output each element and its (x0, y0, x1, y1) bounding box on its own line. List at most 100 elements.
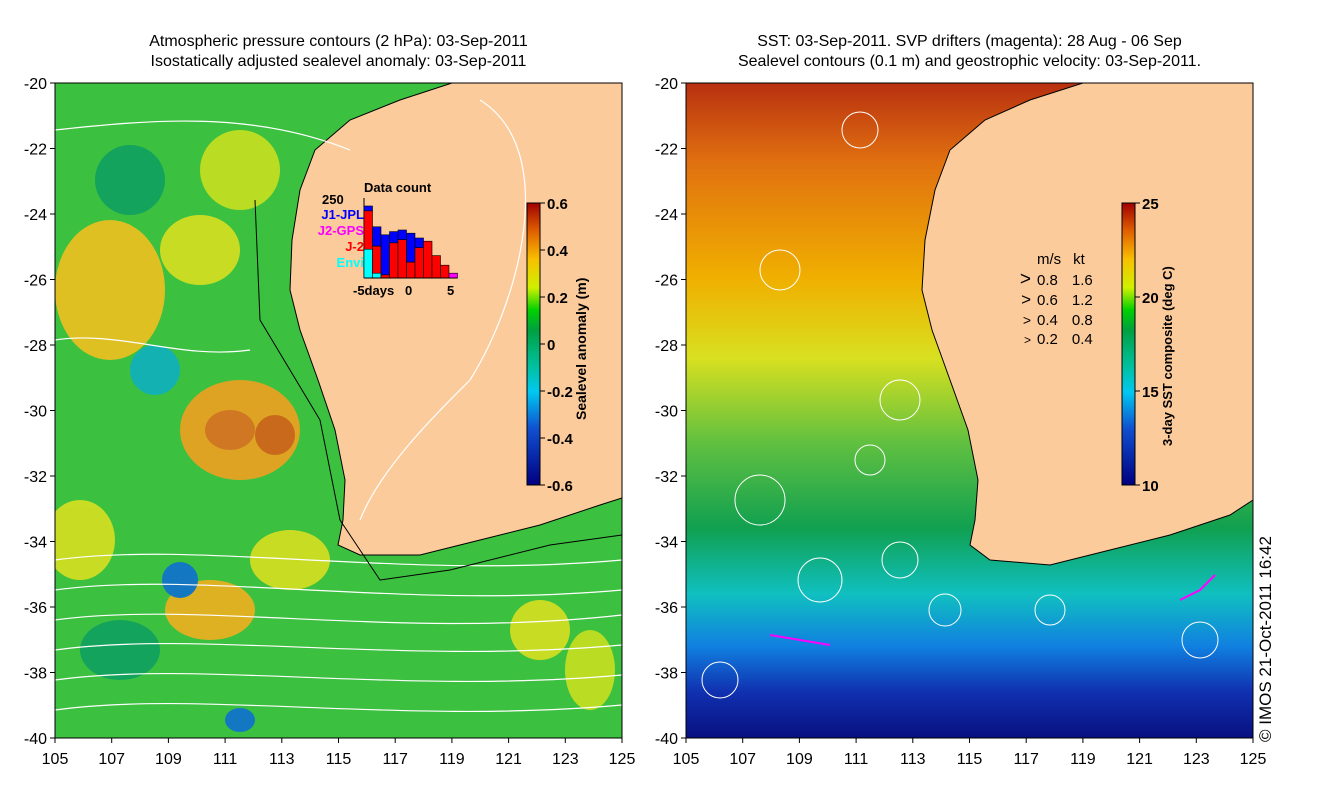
lat-tick-label: -26 (655, 273, 678, 290)
lat-tick-label: -20 (655, 76, 678, 93)
legend-j-2: J-2 (345, 239, 364, 254)
lat-tick-label: -22 (24, 142, 47, 159)
lat-tick-label: -34 (24, 535, 47, 552)
histogram-bar-j-2 (423, 240, 433, 279)
lat-tick-label: -36 (24, 600, 47, 617)
lat-tick-label: -30 (24, 404, 47, 421)
speed-ms: 0.6 (1037, 292, 1058, 309)
lat-tick-label: -22 (655, 142, 678, 159)
histogram-bar-j1-jpl (406, 232, 416, 263)
histogram-bar-j1-jpl (372, 226, 382, 247)
colorbar-tick-label: -0.6 (547, 478, 573, 495)
pressure-contours (55, 99, 622, 713)
right-title: SST: 03-Sep-2011. SVP drifters (magenta)… (686, 32, 1253, 72)
lon-tick-label: 119 (1070, 751, 1096, 768)
lat-tick-label: -24 (24, 207, 47, 224)
lon-tick-label: 125 (609, 751, 636, 768)
speed-kt: 0.8 (1071, 311, 1093, 329)
data-count-xlabel-start: -5days (353, 283, 395, 298)
lon-tick-label: 105 (673, 751, 700, 768)
histogram-bar-j-2 (431, 255, 441, 279)
colorbar-tick-label: 20 (1142, 290, 1159, 307)
lat-tick-label: -40 (24, 731, 47, 748)
lat-tick-label: -38 (655, 666, 678, 683)
lon-tick-label: 113 (269, 751, 295, 768)
lat-tick-label: -40 (655, 731, 678, 748)
lon-tick-label: 121 (1126, 751, 1153, 768)
lon-tick-label: 113 (900, 751, 926, 768)
histogram-bar-j-2 (440, 264, 450, 279)
credit: © IMOS 21-Oct-2011 16:42 (1256, 536, 1275, 742)
histogram-bar-envi (363, 248, 373, 279)
lon-tick-label: 105 (42, 751, 69, 768)
velocity-unit-ms: m/s (1037, 251, 1062, 268)
lon-tick-label: 109 (155, 751, 182, 768)
left-title-line1: Atmospheric pressure contours (2 hPa): 0… (149, 33, 528, 50)
speed-ms: 0.4 (1037, 311, 1058, 329)
lon-tick-label: 107 (98, 751, 125, 768)
colorbar-tick-label: -0.4 (547, 431, 574, 448)
lat-tick-label: -38 (24, 666, 47, 683)
legend-j1-jpl: J1-JPL (321, 207, 364, 222)
shelf-contour (254, 199, 622, 581)
speed-ms: 0.2 (1037, 331, 1058, 348)
lon-tick-label: 117 (1013, 751, 1039, 768)
velocity-legend-row: >0.4 0.8 (1005, 311, 1093, 331)
lat-tick-label: -24 (655, 207, 678, 224)
velocity-legend-row: >0.2 0.4 (1005, 330, 1093, 351)
left-title: Atmospheric pressure contours (2 hPa): 0… (55, 32, 622, 72)
histogram-bar-j1-jpl (380, 234, 390, 276)
lat-tick-label: -34 (655, 535, 678, 552)
speed-kt: 1.6 (1071, 271, 1093, 289)
lon-tick-label: 123 (552, 751, 579, 768)
lon-tick-label: 109 (786, 751, 813, 768)
velocity-unit-kt: kt (1073, 251, 1085, 268)
legend-envi: Envi (336, 255, 364, 270)
lon-tick-label: 117 (382, 751, 408, 768)
lon-tick-label: 111 (844, 751, 868, 768)
drifter-track (1179, 574, 1216, 601)
velocity-legend: m/s kt >0.8 1.6 >0.6 1.2 >0.4 0.8 >0.2 0.4 (1005, 250, 1093, 351)
anomaly-colorbar (526, 202, 541, 486)
legend-j2-gps: J2-GPS (317, 223, 364, 238)
satellite-legend: J1-JPL J2-GPS J-2 Envi (308, 207, 364, 271)
colorbar-tick-label: 0.6 (547, 196, 568, 213)
lon-tick-label: 123 (1183, 751, 1210, 768)
lon-tick-label: 125 (1240, 751, 1267, 768)
histogram-bar-j-2 (389, 242, 399, 279)
lat-tick-label: -28 (655, 338, 678, 355)
data-count-xlabel-end: 5 (447, 283, 455, 298)
sst-colorbar-label: 3-day SST composite (deg C) (1160, 266, 1175, 446)
velocity-legend-row: >0.8 1.6 (1005, 268, 1093, 291)
lat-tick-label: -32 (655, 469, 678, 486)
right-title-line1: SST: 03-Sep-2011. SVP drifters (magenta)… (757, 33, 1182, 50)
data-count-title: Data count (364, 180, 432, 195)
arrow-icon: > (1022, 311, 1031, 328)
colorbar-tick-label: 25 (1142, 196, 1159, 213)
velocity-legend-row: >0.6 1.2 (1005, 290, 1093, 311)
arrow-icon: > (1019, 268, 1031, 290)
histogram-bar-envi (372, 272, 382, 279)
colorbar-tick-label: 15 (1142, 384, 1159, 401)
histogram-bar-j-2 (397, 239, 407, 279)
histogram-bar-j1-jpl (397, 229, 407, 240)
lat-tick-label: -30 (655, 404, 678, 421)
histogram-bar-j-2 (372, 245, 382, 274)
histogram-bar-j2-gps (448, 272, 458, 279)
left-title-line2: Isostatically adjusted sealevel anomaly:… (150, 53, 527, 70)
arrow-icon: > (1021, 290, 1031, 309)
data-count-xlabel-mid: 0 (405, 283, 413, 298)
histogram-bar-j-2 (406, 261, 416, 279)
histogram-bar-j1-jpl (363, 205, 373, 212)
histogram-bar-j-2 (363, 210, 373, 250)
speed-kt: 0.4 (1071, 331, 1093, 348)
drifter-track (769, 634, 831, 646)
colorbar-tick-label: 10 (1142, 478, 1159, 495)
colorbar-tick-label: 0 (547, 337, 555, 354)
anomaly-blobs (55, 130, 615, 732)
lat-tick-label: -20 (24, 76, 47, 93)
colorbar-tick-label: 0.2 (547, 290, 568, 307)
histogram-bar-j1-jpl (414, 237, 424, 248)
